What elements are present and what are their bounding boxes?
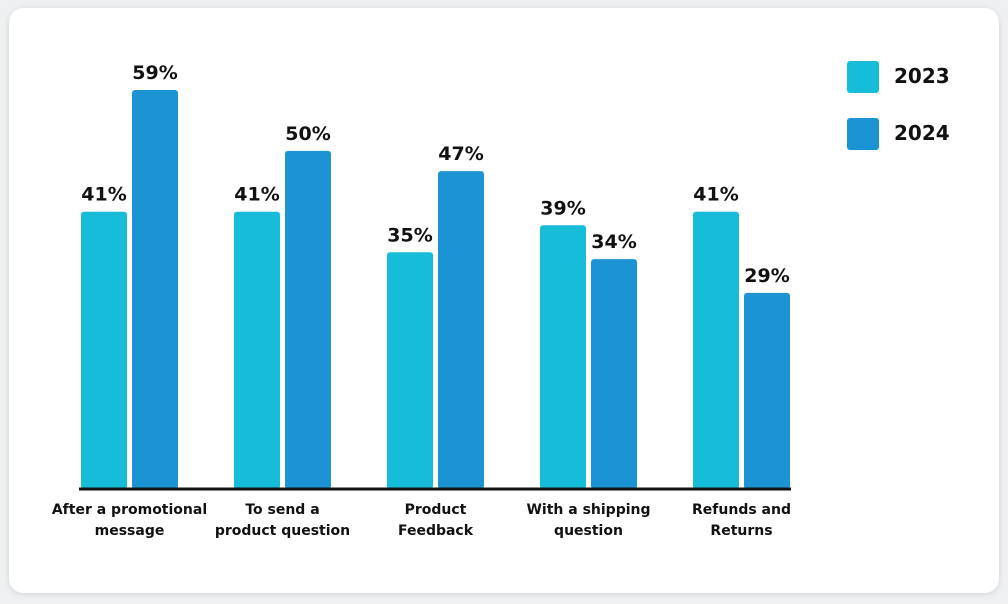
bar-value-label-2023-1: 41% — [234, 184, 279, 206]
bar-2024-3 — [591, 259, 637, 489]
bar-value-label-2024-2: 47% — [438, 143, 483, 165]
legend-label-2023: 2023 — [894, 64, 950, 88]
bar-2023-4 — [693, 211, 739, 489]
bar-2023-1 — [234, 211, 280, 489]
category-label-4: Refunds and Returns — [692, 502, 791, 539]
bar-value-label-2023-2: 35% — [387, 224, 432, 246]
bar-2023-2 — [387, 252, 433, 489]
category-label-2: Product Feedback — [398, 502, 474, 539]
bar-value-label-2024-4: 29% — [744, 265, 789, 287]
category-label-1: To send a product question — [215, 502, 350, 539]
bar-2023-3 — [540, 225, 586, 489]
bar-value-label-2024-1: 50% — [285, 123, 330, 145]
bar-2023-0 — [81, 211, 127, 489]
legend-label-2024: 2024 — [894, 121, 950, 145]
bar-value-label-2023-3: 39% — [540, 197, 585, 219]
category-label-3: With a shipping question — [526, 502, 650, 539]
bar-2024-1 — [285, 150, 331, 489]
bar-value-label-2024-0: 59% — [132, 62, 177, 84]
bar-value-label-2023-4: 41% — [693, 184, 738, 206]
legend-swatch-2023 — [847, 61, 879, 93]
bar-2024-4 — [744, 292, 790, 489]
bar-2024-2 — [438, 171, 484, 490]
bar-2024-0 — [132, 90, 178, 489]
legend-swatch-2024 — [847, 118, 879, 150]
bar-value-label-2023-0: 41% — [81, 184, 126, 206]
bar-value-label-2024-3: 34% — [591, 231, 636, 253]
category-label-0: After a promotional message — [52, 502, 207, 539]
